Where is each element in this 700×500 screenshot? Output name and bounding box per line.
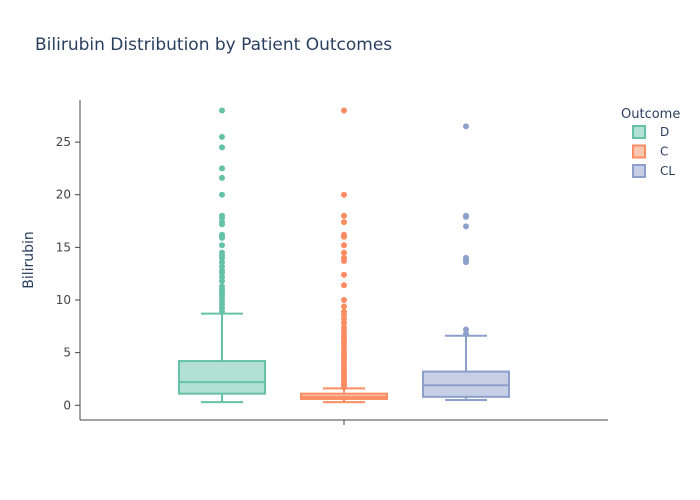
outlier-point bbox=[463, 259, 469, 266]
y-tick-label: 20 bbox=[56, 188, 71, 202]
outlier-point bbox=[219, 133, 225, 140]
plot-area bbox=[178, 107, 510, 404]
box-iqr bbox=[422, 370, 510, 398]
outlier-point bbox=[463, 223, 469, 230]
y-tick-label: 10 bbox=[56, 293, 71, 307]
box-d bbox=[178, 107, 266, 404]
outlier-point bbox=[341, 219, 347, 226]
outlier-point bbox=[341, 233, 347, 240]
outlier-point bbox=[219, 269, 225, 276]
outlier-point bbox=[463, 326, 469, 333]
outlier-point bbox=[219, 165, 225, 172]
legend-label: C bbox=[660, 145, 668, 159]
outlier-point bbox=[219, 263, 225, 270]
outlier-point bbox=[341, 303, 347, 310]
y-tick-label: 0 bbox=[63, 398, 71, 412]
outlier-point bbox=[219, 308, 225, 315]
outlier-point bbox=[341, 297, 347, 303]
legend-item-c[interactable]: C bbox=[632, 144, 668, 159]
y-tick-label: 5 bbox=[63, 346, 71, 360]
legend-item-d[interactable]: D bbox=[632, 125, 669, 139]
y-axis-ticks: 0 5 10 15 20 25 bbox=[56, 135, 80, 412]
legend-swatch bbox=[632, 125, 646, 139]
outlier-point bbox=[219, 273, 225, 280]
outlier-point bbox=[341, 315, 347, 322]
box-c bbox=[300, 107, 388, 404]
outlier-point bbox=[219, 144, 225, 151]
legend: Outcome DC CL bbox=[621, 107, 680, 178]
outlier-point bbox=[341, 242, 347, 249]
y-tick-label: 15 bbox=[56, 240, 71, 254]
outlier-point bbox=[219, 278, 225, 285]
outlier-point bbox=[341, 271, 347, 278]
legend-label: D bbox=[660, 125, 669, 139]
outlier-point bbox=[463, 213, 469, 220]
box-iqr bbox=[178, 360, 266, 395]
outlier-point bbox=[219, 242, 225, 249]
outlier-point bbox=[341, 282, 347, 289]
outlier-point bbox=[219, 191, 225, 198]
outlier-point bbox=[219, 214, 225, 221]
outlier-point bbox=[341, 249, 347, 256]
outlier-point bbox=[219, 221, 225, 228]
outlier-point bbox=[219, 107, 225, 114]
outlier-point bbox=[463, 123, 469, 130]
outlier-point bbox=[341, 107, 347, 114]
outlier-point bbox=[341, 320, 347, 327]
legend-swatch bbox=[632, 144, 646, 159]
legend-swatch bbox=[632, 164, 646, 178]
outlier-point bbox=[219, 301, 225, 308]
legend-item-cl[interactable]: CL bbox=[632, 164, 675, 178]
y-axis-title: Bilirubin bbox=[21, 231, 37, 289]
outlier-point bbox=[219, 174, 225, 181]
outlier-point bbox=[463, 330, 469, 337]
outlier-point bbox=[341, 212, 347, 219]
outlier-point bbox=[341, 258, 347, 265]
outlier-point bbox=[341, 384, 347, 391]
legend-title: Outcome bbox=[621, 107, 680, 122]
outlier-point bbox=[341, 311, 347, 318]
legend-label: CL bbox=[660, 164, 675, 178]
y-tick-label: 25 bbox=[56, 135, 71, 149]
box-cl bbox=[422, 123, 510, 401]
outlier-point bbox=[219, 254, 225, 261]
outlier-point bbox=[341, 191, 347, 198]
outlier-point bbox=[219, 259, 225, 266]
outlier-point bbox=[219, 234, 225, 241]
chart-title: Bilirubin Distribution by Patient Outcom… bbox=[35, 35, 392, 55]
